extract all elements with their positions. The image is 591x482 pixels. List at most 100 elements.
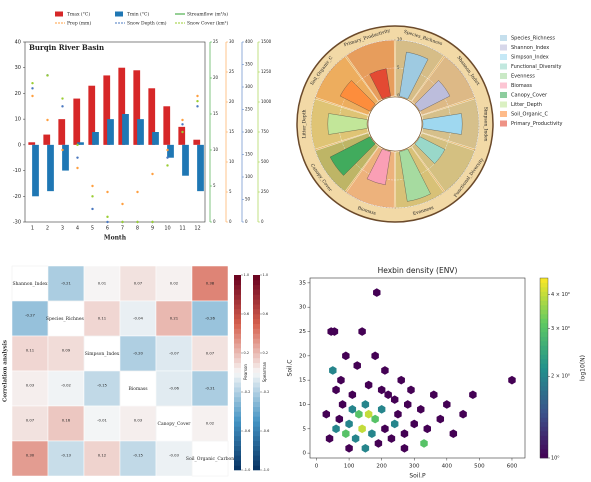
colorbar-tick-label: -0.2 <box>263 390 270 394</box>
colorbar-step <box>540 350 548 355</box>
cell <box>191 405 229 442</box>
colorbar-step <box>540 377 548 382</box>
colorbar-step <box>234 357 241 364</box>
y-tick-label: 30 <box>229 39 235 44</box>
marker <box>91 195 94 198</box>
marker <box>166 156 169 159</box>
cell <box>11 405 49 442</box>
colorbar-step <box>253 460 260 466</box>
marker <box>76 156 79 159</box>
hexbin-cell <box>374 439 383 448</box>
marker <box>196 99 199 103</box>
colorbar-step <box>234 465 241 471</box>
cell-label: -0.26 <box>205 316 215 321</box>
cell-label: -0.06 <box>169 386 179 391</box>
hexbin-cell <box>322 409 331 419</box>
cell-label: 0.09 <box>62 348 71 353</box>
hexbin-cell <box>353 361 361 370</box>
colorbar-label: Pearson <box>243 364 248 380</box>
cell-label: 0.30 <box>26 453 35 458</box>
bar <box>197 144 204 192</box>
cell-label: -0.01 <box>97 418 107 423</box>
category-label: Litter_Depth <box>302 109 308 138</box>
y-tick-label: 20 <box>213 75 219 80</box>
colorbar-step <box>253 445 260 451</box>
bar <box>107 119 114 145</box>
legend-label: Snow Cover (km²) <box>187 20 228 27</box>
colorbar-step <box>234 289 241 295</box>
diagonal-cell <box>155 405 193 442</box>
colorbar-step <box>234 406 241 412</box>
colorbar-step <box>540 408 548 414</box>
colorbar-step <box>253 392 260 398</box>
colorbar-step <box>540 314 548 319</box>
colorbar-step <box>234 460 241 466</box>
legend-swatch <box>500 44 507 51</box>
y-tick-label: 15 <box>299 378 306 384</box>
marker <box>31 87 34 90</box>
hexbin-cell <box>400 443 409 453</box>
bar <box>366 148 391 186</box>
y-tick-label: 300 <box>245 84 253 89</box>
bar <box>28 142 36 145</box>
colorbar-step <box>234 377 241 383</box>
marker <box>121 202 124 206</box>
colorbar-step <box>253 294 260 300</box>
legend-swatch <box>500 63 507 70</box>
marker <box>121 220 124 224</box>
hexbin-cell <box>358 327 366 336</box>
marker <box>61 97 64 100</box>
bar <box>182 144 189 176</box>
y-tick-label: 250 <box>261 189 269 194</box>
colorbar-step <box>253 396 260 403</box>
bar <box>133 70 141 145</box>
cell-label: 0.38 <box>206 281 215 286</box>
colorbar-tick-label: -0.6 <box>263 429 270 433</box>
colorbar-label: log10(N) <box>580 355 587 381</box>
hexbin-cell <box>404 400 412 409</box>
hexbin-cell <box>348 390 357 400</box>
cell-label: 0.07 <box>26 418 35 423</box>
y-tick-label: 15 <box>229 129 235 134</box>
diagonal-label: Canopy_Cover <box>158 421 192 427</box>
diagonal-label: Species_Richness <box>46 316 87 322</box>
hexbin-cell <box>368 429 376 438</box>
colorbar-step <box>540 332 548 337</box>
bar <box>122 114 129 145</box>
hexbin-cell <box>342 351 350 361</box>
y-tick-label: 0 <box>229 219 232 224</box>
bar <box>73 98 81 145</box>
legend-label: Streamflow (m³/s) <box>187 11 228 18</box>
hexbin-cell <box>371 351 379 361</box>
diagonal-cell <box>47 300 85 337</box>
hexbin-cell <box>358 424 366 434</box>
colorbar-step <box>540 413 548 418</box>
colorbar-step <box>253 411 260 417</box>
colorbar-step <box>540 336 548 342</box>
cell <box>191 370 229 407</box>
marker <box>106 190 109 194</box>
colorbar-tick-label: 1.0 <box>263 273 269 277</box>
y-tick-label: 10 <box>213 147 219 152</box>
x-tick-label: 6 <box>106 226 109 232</box>
y-tick-label: 5 <box>303 426 307 432</box>
x-tick-label: 3 <box>61 226 64 232</box>
diagonal-cell <box>191 440 229 477</box>
hexbin-cell <box>348 405 357 414</box>
y-tick-label: 10 <box>15 117 21 123</box>
colorbar-step <box>253 275 260 281</box>
legend-swatch <box>500 73 507 79</box>
legend-swatch <box>55 11 63 17</box>
cell <box>11 370 49 407</box>
y-tick-label: 1000 <box>261 99 272 104</box>
marker <box>31 81 34 85</box>
cell <box>119 440 157 477</box>
colorbar-step <box>253 401 260 407</box>
bar <box>103 75 111 145</box>
hexbin-cell <box>430 390 438 400</box>
cell-label: 0.11 <box>98 316 107 321</box>
y-tick-label: 0 <box>397 93 400 98</box>
marker <box>61 148 64 152</box>
cell <box>155 265 193 302</box>
colorbar-step <box>540 341 548 346</box>
